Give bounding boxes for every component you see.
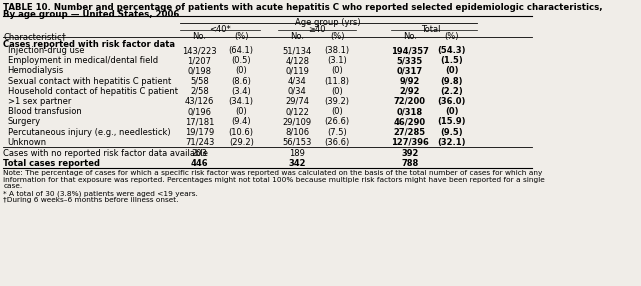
Text: case.: case. [3,184,22,190]
Text: No.: No. [192,32,206,41]
Text: (0): (0) [235,66,247,76]
Text: Employment in medical/dental field: Employment in medical/dental field [8,56,158,65]
Text: >1 sex partner: >1 sex partner [8,97,71,106]
Text: 788: 788 [401,159,419,168]
Text: (0): (0) [235,107,247,116]
Text: 43/126: 43/126 [185,97,214,106]
Text: 194/357: 194/357 [391,46,429,55]
Text: 5/335: 5/335 [397,56,423,65]
Text: Unknown: Unknown [8,138,47,147]
Text: 56/153: 56/153 [283,138,312,147]
Text: 446: 446 [190,159,208,168]
Text: Cases reported with risk factor data: Cases reported with risk factor data [3,40,176,49]
Text: (32.1): (32.1) [437,138,466,147]
Text: 0/122: 0/122 [285,107,309,116]
Text: (%): (%) [444,32,459,41]
Text: 9/92: 9/92 [399,77,420,86]
Text: <40*: <40* [210,25,231,34]
Text: 72/200: 72/200 [394,97,426,106]
Text: Age group (yrs): Age group (yrs) [296,18,361,27]
Text: 189: 189 [289,148,305,158]
Text: 143/223: 143/223 [182,46,217,55]
Text: Note: The percentage of cases for which a specific risk factor was reported was : Note: The percentage of cases for which … [3,170,543,176]
Text: information for that exposure was reported. Percentages might not total 100% bec: information for that exposure was report… [3,177,545,183]
Text: 342: 342 [288,159,306,168]
Text: 2/92: 2/92 [399,87,420,96]
Text: 29/74: 29/74 [285,97,309,106]
Text: (1.5): (1.5) [440,56,463,65]
Text: No.: No. [403,32,417,41]
Text: 0/318: 0/318 [397,107,423,116]
Text: (3.1): (3.1) [328,56,347,65]
Text: 5/58: 5/58 [190,77,209,86]
Text: (0): (0) [331,107,343,116]
Text: (2.2): (2.2) [440,87,463,96]
Text: (26.6): (26.6) [324,117,350,126]
Text: 0/34: 0/34 [288,87,306,96]
Text: (10.6): (10.6) [229,128,254,137]
Text: 2/58: 2/58 [190,87,209,96]
Text: (38.1): (38.1) [324,46,350,55]
Text: Surgery: Surgery [8,117,40,126]
Text: Percutaneous injury (e.g., needlestick): Percutaneous injury (e.g., needlestick) [8,128,170,137]
Text: (0): (0) [445,66,458,76]
Text: (9.4): (9.4) [231,117,251,126]
Text: 17/181: 17/181 [185,117,214,126]
Text: 203: 203 [192,148,208,158]
Text: (%): (%) [330,32,344,41]
Text: 8/106: 8/106 [285,128,309,137]
Text: (29.2): (29.2) [229,138,254,147]
Text: 1/207: 1/207 [188,56,212,65]
Text: Injection-drug use: Injection-drug use [8,46,84,55]
Text: TABLE 10. Number and percentage of patients with acute hepatitis C who reported : TABLE 10. Number and percentage of patie… [3,3,603,12]
Text: 4/128: 4/128 [285,56,309,65]
Text: 0/196: 0/196 [188,107,212,116]
Text: Total: Total [421,25,440,34]
Text: 51/134: 51/134 [283,46,312,55]
Text: (%): (%) [234,32,249,41]
Text: (36.0): (36.0) [437,97,466,106]
Text: 0/198: 0/198 [188,66,212,76]
Text: (11.8): (11.8) [325,77,350,86]
Text: †During 6 weeks–6 months before illness onset.: †During 6 weeks–6 months before illness … [3,197,179,203]
Text: Hemodialysis: Hemodialysis [8,66,63,76]
Text: (0): (0) [331,87,343,96]
Text: (0.5): (0.5) [231,56,251,65]
Text: 127/396: 127/396 [391,138,429,147]
Text: (0): (0) [445,107,458,116]
Text: 27/285: 27/285 [394,128,426,137]
Text: Sexual contact with hepatitis C patient: Sexual contact with hepatitis C patient [8,77,171,86]
Text: ≥40: ≥40 [308,25,326,34]
Text: No.: No. [290,32,304,41]
Text: Household contact of hepatitis C patient: Household contact of hepatitis C patient [8,87,178,96]
Text: (36.6): (36.6) [324,138,350,147]
Text: (9.8): (9.8) [440,77,463,86]
Text: 46/290: 46/290 [394,117,426,126]
Text: Cases with no reported risk factor data available: Cases with no reported risk factor data … [3,148,208,158]
Text: (0): (0) [331,66,343,76]
Text: 392: 392 [401,148,419,158]
Text: 0/317: 0/317 [397,66,423,76]
Text: 0/119: 0/119 [285,66,309,76]
Text: Blood transfusion: Blood transfusion [8,107,81,116]
Text: (54.3): (54.3) [437,46,466,55]
Text: (64.1): (64.1) [229,46,254,55]
Text: (9.5): (9.5) [440,128,463,137]
Text: 19/179: 19/179 [185,128,214,137]
Text: (3.4): (3.4) [231,87,251,96]
Text: (7.5): (7.5) [328,128,347,137]
Text: 29/109: 29/109 [283,117,312,126]
Text: 4/34: 4/34 [288,77,306,86]
Text: (39.2): (39.2) [325,97,350,106]
Text: (15.9): (15.9) [437,117,466,126]
Text: (34.1): (34.1) [229,97,254,106]
Text: 71/243: 71/243 [185,138,214,147]
Text: * A total of 30 (3.8%) patients were aged <19 years.: * A total of 30 (3.8%) patients were age… [3,190,198,197]
Text: Total cases reported: Total cases reported [3,159,101,168]
Text: (8.6): (8.6) [231,77,251,86]
Text: Characteristic†: Characteristic† [3,32,66,41]
Text: By age group — United States, 2006: By age group — United States, 2006 [3,10,179,19]
